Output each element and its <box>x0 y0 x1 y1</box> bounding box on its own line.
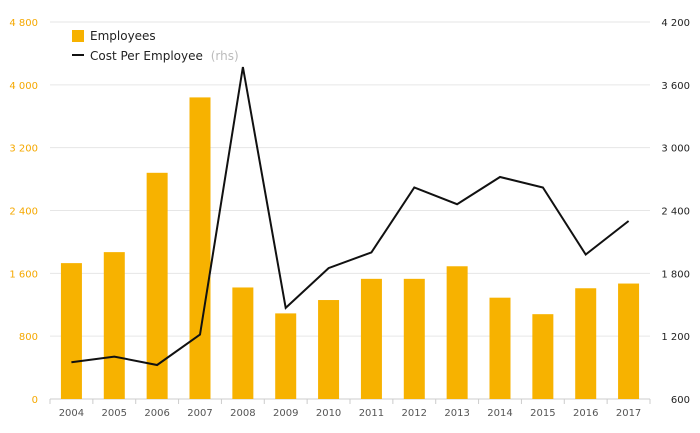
bar-2013 <box>446 266 468 399</box>
y-right-tick-label: 3 000 <box>661 144 690 155</box>
bar-2017 <box>618 283 640 399</box>
x-tick-label: 2015 <box>530 408 555 419</box>
bar-2008 <box>232 287 254 399</box>
y-right-tick-label: 4 200 <box>661 18 690 29</box>
x-tick-label: 2013 <box>444 408 469 419</box>
legend-label-cost: Cost Per Employee (rhs) <box>90 49 239 63</box>
x-tick-label: 2005 <box>102 408 127 419</box>
bar-2005 <box>103 252 125 399</box>
legend-label-cost-suffix: (rhs) <box>211 49 239 63</box>
x-tick-label: 2006 <box>144 408 169 419</box>
bar-2004 <box>60 263 82 399</box>
x-tick-label: 2016 <box>573 408 598 419</box>
y-left-tick-label: 3 200 <box>9 144 38 155</box>
y-left-tick-label: 1 600 <box>9 269 38 280</box>
x-axis: 2004 2005 2006 2007 2008 2009 2010 2011 2012 2013… <box>49 399 651 419</box>
x-tick-label: 2017 <box>616 408 641 419</box>
x-tick-label: 2004 <box>59 408 84 419</box>
y-left-tick-label: 0 <box>32 395 38 406</box>
bar-2016 <box>575 288 597 399</box>
legend: Employees Cost Per Employee (rhs) <box>72 29 239 63</box>
legend-swatch-employees <box>72 30 84 42</box>
y-right-tick-label: 1 800 <box>661 269 690 280</box>
x-tick-label: 2012 <box>402 408 427 419</box>
y-right-tick-label: 3 600 <box>661 81 690 92</box>
bar-2012 <box>403 278 425 399</box>
bar-2007 <box>189 97 211 400</box>
gridlines <box>50 21 650 400</box>
legend-label-cost-name: Cost Per Employee <box>90 49 203 63</box>
x-tick-label: 2007 <box>187 408 212 419</box>
y-right-tick-label: 2 400 <box>661 207 690 218</box>
bar-2009 <box>275 313 297 399</box>
x-tick-label: 2014 <box>487 408 512 419</box>
x-tick-label: 2010 <box>316 408 341 419</box>
y-left-tick-label: 4 000 <box>9 81 38 92</box>
y-right-tick-label: 600 <box>671 395 690 406</box>
x-tick-label: 2011 <box>359 408 384 419</box>
y-axis-left: 0 800 1 600 2 400 3 200 4 000 4 800 <box>9 18 38 406</box>
bar-2010 <box>318 300 340 399</box>
cost-per-employee-line <box>71 66 630 367</box>
bar-2011 <box>360 278 382 399</box>
y-left-tick-label: 2 400 <box>9 207 38 218</box>
x-tick-label: 2009 <box>273 408 298 419</box>
bar-2006 <box>146 172 168 399</box>
employees-bars <box>60 97 640 400</box>
legend-label-employees: Employees <box>90 29 156 43</box>
y-right-tick-label: 1 200 <box>661 332 690 343</box>
bar-2014 <box>489 297 511 399</box>
y-left-tick-label: 4 800 <box>9 18 38 29</box>
cost-line-layer <box>71 66 630 367</box>
bar-2015 <box>532 314 554 399</box>
y-left-tick-label: 800 <box>19 332 38 343</box>
x-tick-label: 2008 <box>230 408 255 419</box>
y-axis-right: 600 1 200 1 800 2 400 3 000 3 600 4 200 <box>661 18 690 406</box>
